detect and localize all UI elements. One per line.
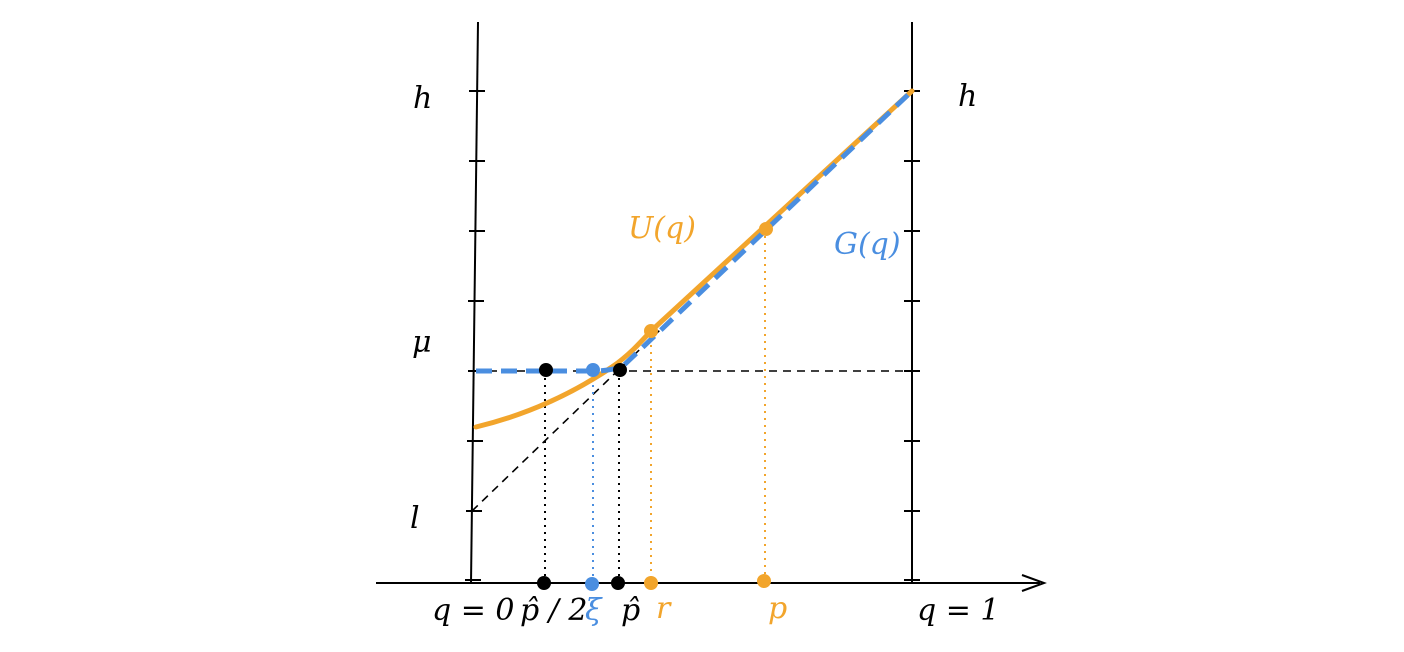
x-axis-arrowhead [1021, 574, 1047, 592]
label-mu: μ [412, 325, 432, 360]
label-p: p [768, 591, 787, 626]
label-g-curve: G(q) [834, 227, 901, 262]
axis-point-phat-half [537, 576, 551, 590]
point-p-on-u [759, 222, 773, 236]
axis-point-p [757, 574, 771, 588]
label-q0: q = 0 [432, 593, 515, 628]
right-axis-ticks [904, 90, 920, 581]
point-xi-on-mu [586, 363, 600, 377]
label-phat-half: p̂ / 2 [520, 593, 587, 628]
left-axis [470, 21, 479, 584]
axis-point-phat [611, 576, 625, 590]
g-curve [476, 89, 914, 374]
axis-point-r [644, 576, 658, 590]
axis-point-xi [585, 577, 599, 591]
point-r-on-u [644, 324, 658, 338]
label-h-right: h [958, 79, 977, 114]
left-axis-ticks [465, 90, 485, 581]
point-phat-half-on-mu [539, 363, 553, 377]
label-phat: p̂ [621, 593, 640, 628]
label-u-curve: U(q) [628, 211, 696, 246]
label-h-left: h [413, 81, 432, 116]
point-phat-on-mu [613, 363, 627, 377]
label-q1: q = 1 [917, 593, 1000, 628]
label-r: r [656, 591, 672, 626]
label-l: l [410, 501, 420, 536]
label-xi: ξ [585, 593, 603, 628]
